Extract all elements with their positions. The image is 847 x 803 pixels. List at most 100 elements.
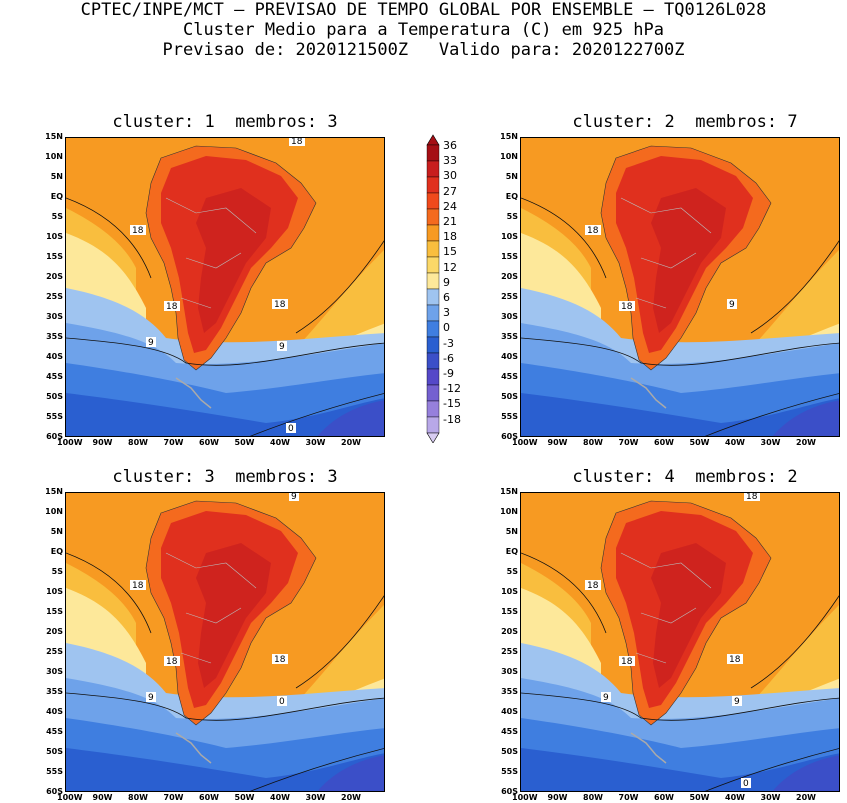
lat-tick-label: EQ (505, 192, 518, 201)
contour-label: 9 (289, 493, 299, 502)
colorbar-segment (426, 304, 440, 322)
colorbar-label: 21 (443, 215, 457, 228)
colorbar-segment (426, 400, 440, 418)
lat-tick-label: 45S (501, 372, 518, 381)
lat-tick-label: 50S (46, 392, 63, 401)
contour-label: 18 (130, 580, 146, 591)
lat-tick-label: 60S (501, 787, 518, 796)
contour-label: 18 (619, 301, 635, 312)
lat-tick-label: 15N (45, 487, 63, 496)
contour-label: 18 (289, 138, 305, 147)
lon-tick-label: 60W (199, 438, 219, 447)
colorbar-label: 12 (443, 260, 457, 274)
contour-label: 9 (732, 696, 742, 707)
contour-label: 18 (272, 299, 288, 310)
lat-tick-label: 5N (50, 172, 63, 181)
colorbar-segment (426, 224, 440, 242)
colorbar-segment (426, 256, 440, 274)
colorbar-label: 27 (443, 184, 457, 198)
lat-tick-label: 30S (501, 667, 518, 676)
header-line-1: CPTEC/INPE/MCT – PREVISAO DE TEMPO GLOBA… (80, 0, 767, 20)
lat-tick-label: 55S (46, 767, 63, 776)
map-panel-3: 18 18 18 9 9 0 (65, 492, 385, 792)
contour-label: 18 (164, 656, 180, 667)
svg-text:0: 0 (288, 424, 294, 434)
svg-text:18: 18 (274, 655, 286, 665)
lat-tick-label: 10S (46, 587, 63, 596)
lat-tick-label: 35S (501, 332, 518, 341)
lat-tick-label: 10N (45, 507, 63, 516)
svg-text:18: 18 (587, 581, 599, 591)
lat-tick-label: 15S (46, 252, 63, 261)
colorbar-segment (426, 320, 440, 338)
colorbar-segment (426, 144, 440, 162)
contour-label: 18 (585, 580, 601, 591)
lon-tick-label: 80W (128, 793, 148, 802)
contour-label: 18 (727, 654, 743, 665)
lat-tick-label: 20S (46, 272, 63, 281)
lat-tick-label: 60S (46, 787, 63, 796)
lat-tick-label: 30S (46, 667, 63, 676)
lat-tick-label: 30S (501, 312, 518, 321)
lat-tick-label: 10N (500, 507, 518, 516)
lon-tick-label: 100W (512, 438, 538, 447)
contour-label: 9 (146, 337, 156, 348)
lat-tick-label: 10S (501, 587, 518, 596)
colorbar-segment (426, 160, 440, 178)
lat-tick-label: 60S (46, 432, 63, 441)
svg-text:18: 18 (746, 493, 758, 502)
svg-text:9: 9 (291, 493, 297, 502)
lat-tick-label: 35S (46, 687, 63, 696)
lon-tick-label: 40W (725, 793, 745, 802)
colorbar-segment (426, 336, 440, 354)
colorbar-segment (426, 384, 440, 402)
svg-text:18: 18 (291, 138, 303, 147)
colorbar-label: 15 (443, 245, 457, 259)
lat-tick-label: 50S (46, 747, 63, 756)
svg-text:9: 9 (603, 693, 609, 703)
colorbar-segment (426, 176, 440, 194)
lon-tick-label: 100W (57, 793, 83, 802)
lon-tick-label: 80W (583, 793, 603, 802)
lat-tick-label: 55S (501, 412, 518, 421)
lat-tick-label: 5N (505, 527, 518, 536)
lon-tick-label: 20W (341, 438, 361, 447)
lat-tick-label: 10S (46, 232, 63, 241)
contour-label: 18 (130, 225, 146, 236)
lat-tick-label: 10N (45, 152, 63, 161)
colorbar-segment (426, 352, 440, 370)
lat-tick-label: 25S (501, 647, 518, 656)
lat-tick-label: 10N (500, 152, 518, 161)
lat-tick-label: 15S (501, 252, 518, 261)
lon-tick-label: 50W (234, 438, 255, 447)
lon-tick-label: 30W (305, 793, 326, 802)
header-line-2: Cluster Medio para a Temperatura (C) em … (182, 20, 665, 40)
lat-tick-label: 25S (46, 647, 63, 656)
lon-tick-label: 30W (760, 793, 781, 802)
lon-tick-label: 70W (618, 438, 639, 447)
svg-text:18: 18 (274, 300, 286, 310)
lat-tick-label: 45S (46, 372, 63, 381)
lat-tick-label: 15N (500, 132, 518, 141)
lon-tick-label: 70W (163, 793, 184, 802)
lat-tick-label: 15N (500, 487, 518, 496)
svg-text:9: 9 (279, 342, 285, 352)
svg-text:18: 18 (729, 655, 741, 665)
colorbar-segment (426, 272, 440, 290)
svg-text:9: 9 (148, 693, 154, 703)
lat-tick-label: 45S (46, 727, 63, 736)
contour-label: 9 (601, 692, 611, 703)
lon-tick-label: 40W (270, 438, 290, 447)
lon-tick-label: 70W (618, 793, 639, 802)
contour-label: 9 (727, 299, 737, 310)
colorbar-segment (426, 208, 440, 226)
lon-tick-label: 90W (92, 793, 113, 802)
panel-1-title: cluster: 1 membros: 3 (112, 112, 338, 132)
lat-tick-label: 5N (50, 527, 63, 536)
lon-tick-label: 100W (512, 793, 538, 802)
colorbar-segment (426, 192, 440, 210)
colorbar-label: 33 (443, 154, 457, 168)
lat-tick-label: 5S (506, 567, 518, 576)
lon-tick-label: 90W (547, 793, 568, 802)
lon-tick-label: 80W (128, 438, 148, 447)
